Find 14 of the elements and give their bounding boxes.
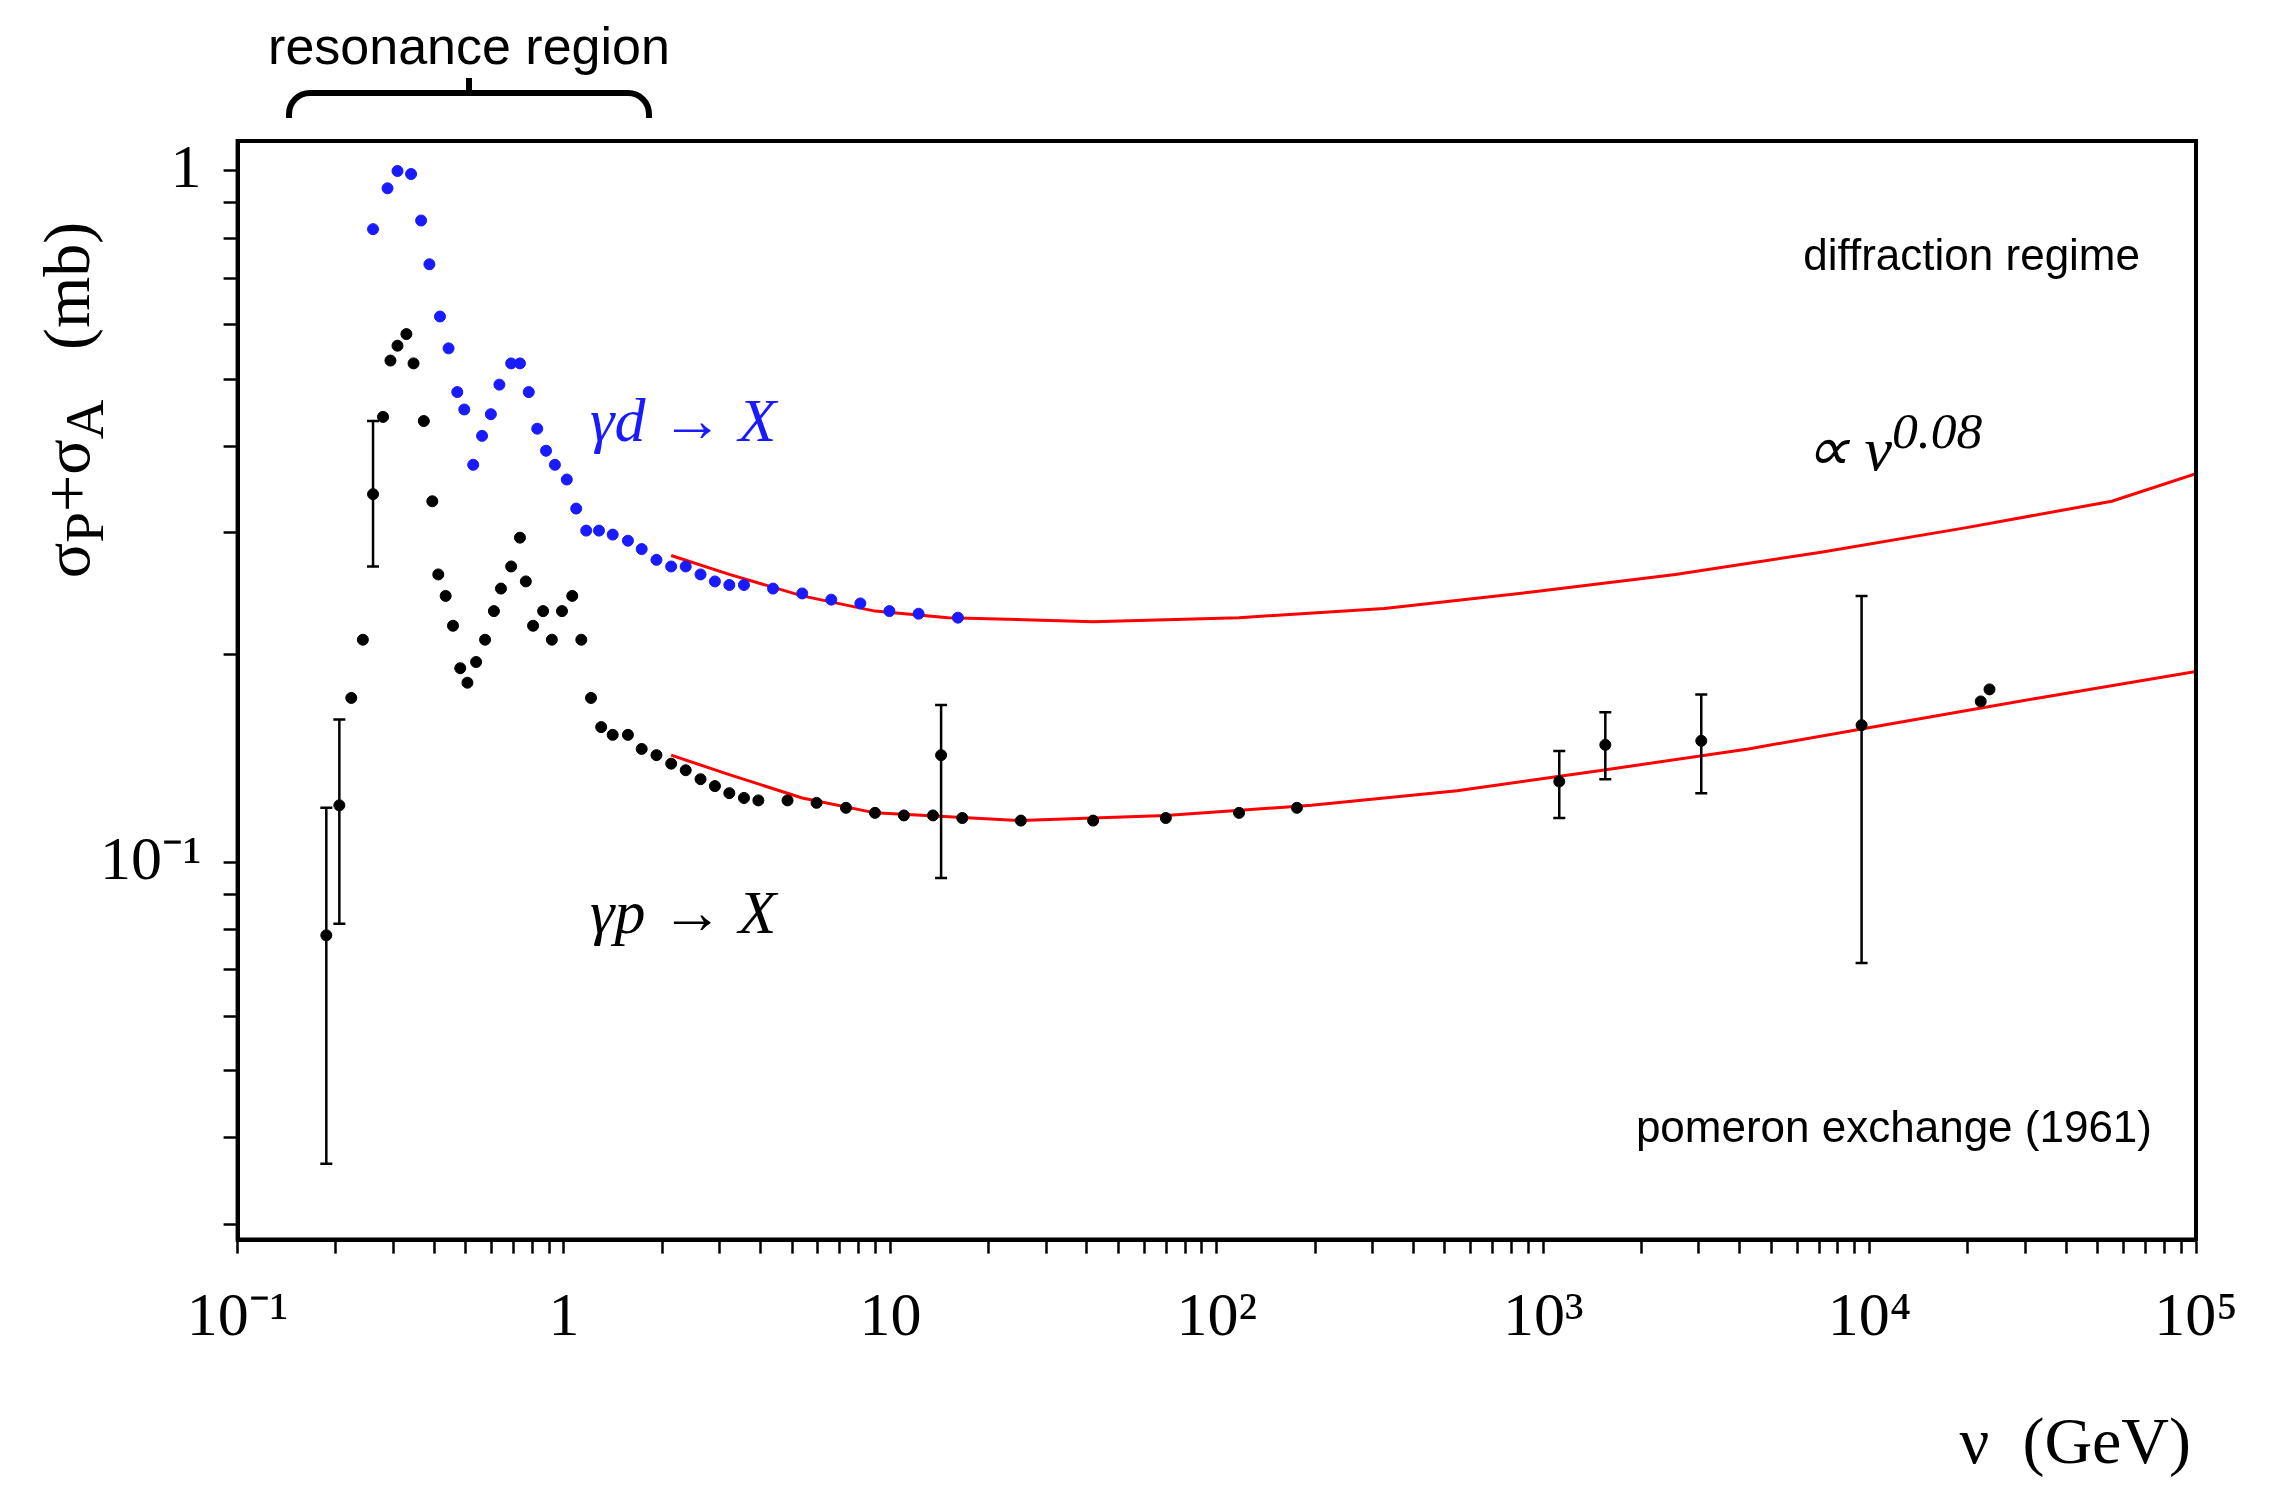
series-label: γd → X	[590, 386, 779, 455]
x-tick-label: 10	[859, 1280, 922, 1349]
x-tick-label: 10⁴	[1827, 1280, 1912, 1349]
x-tick-label: 10⁻¹	[186, 1280, 289, 1349]
x-tick-label: 10²	[1176, 1280, 1258, 1349]
series-label: γp → X	[590, 878, 779, 947]
annotation: diffraction regime	[1803, 230, 2140, 279]
text: resonance region	[268, 17, 670, 75]
x-axis-title: ν (GeV)	[1959, 1404, 2191, 1477]
x-tick-label: 10³	[1502, 1280, 1584, 1349]
x-tick-label: 10⁵	[2154, 1280, 2238, 1349]
annotation: ∝ ν$^{0.08}$	[1805, 402, 1983, 483]
annotation: pomeron exchange (1961)	[1635, 1102, 2152, 1151]
x-tick-label: 1	[548, 1280, 580, 1349]
